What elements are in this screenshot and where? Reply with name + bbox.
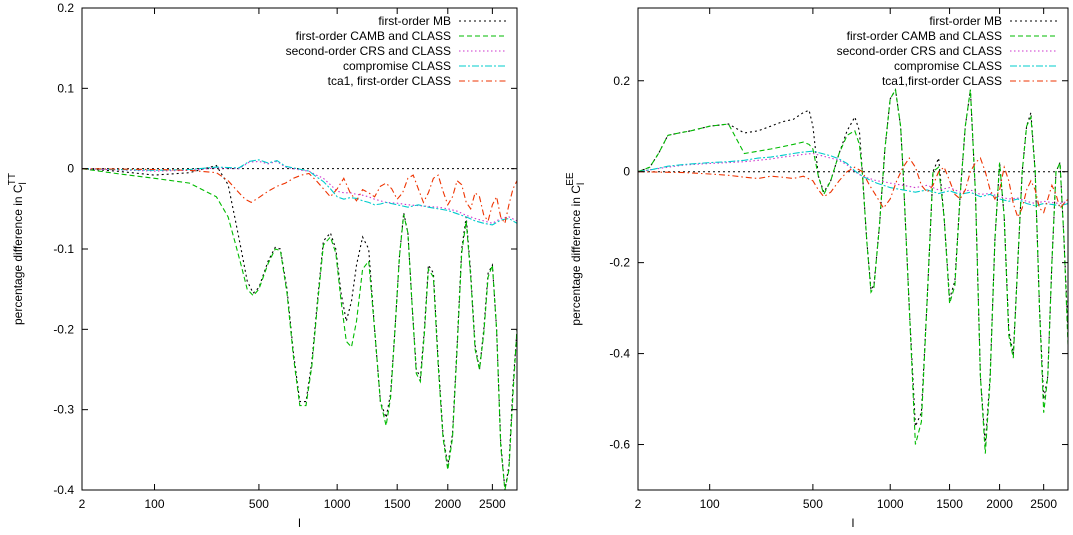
y-axis-label: percentage difference in ClTT xyxy=(7,173,29,325)
legend-label: second-order CRS and CLASS xyxy=(837,44,1002,58)
series-line-2 xyxy=(82,168,517,490)
x-tick-label: 100 xyxy=(145,497,165,511)
y-tick-label: -0.2 xyxy=(53,322,74,336)
chart-panel-1: 0.2 0.1 0 -0.1 -0.2 -0.3 -0.4 2 100 500 1000 1500 20… xyxy=(7,1,518,530)
legend-label: first-order CAMB and CLASS xyxy=(296,29,451,43)
x-axis-label: l xyxy=(298,516,301,530)
legend-label: compromise CLASS xyxy=(343,59,451,73)
legend-label: first-order CAMB and CLASS xyxy=(847,29,1002,43)
chart-panel-2: 0.2 0 -0.2 -0.4 -0.6 2 100 500 1000 1500 2000 2500 l… xyxy=(565,7,1069,530)
series-line-4 xyxy=(82,159,517,226)
x-tick-label: 2000 xyxy=(986,497,1013,511)
series-line-1 xyxy=(82,164,517,490)
x-tick-label: 2 xyxy=(635,497,642,511)
y-tick-label: -0.3 xyxy=(53,403,74,417)
legend-label: second-order CRS and CLASS xyxy=(286,44,451,58)
x-tick-label: 100 xyxy=(700,497,720,511)
y-tick-label: 0.1 xyxy=(57,81,74,95)
plot-frame xyxy=(81,7,518,491)
legend-label: compromise CLASS xyxy=(894,59,1002,73)
y-tick-label: -0.4 xyxy=(609,347,630,361)
y-tick-label: -0.2 xyxy=(609,256,630,270)
legend-label: tca1,first-order CLASS xyxy=(882,74,1002,88)
x-tick-label: 1000 xyxy=(324,497,351,511)
legend-label: tca1, first-order CLASS xyxy=(328,74,451,88)
x-tick-label: 500 xyxy=(249,497,269,511)
series-line-2 xyxy=(638,88,1068,454)
y-axis-label: percentage difference in ClEE xyxy=(565,172,587,325)
series-line-1 xyxy=(638,88,1068,445)
series-line-5 xyxy=(82,168,517,225)
legend-label: first-order MB xyxy=(378,14,451,28)
x-tick-label: 2500 xyxy=(1030,497,1057,511)
legend-label: first-order MB xyxy=(929,14,1002,28)
x-tick-label: 2 xyxy=(79,497,86,511)
x-tick-label: 500 xyxy=(803,497,823,511)
x-tick-label: 1000 xyxy=(877,497,904,511)
plot-frame xyxy=(637,7,1069,491)
x-tick-label: 2000 xyxy=(434,497,461,511)
x-tick-label: 2500 xyxy=(479,497,506,511)
series-line-5 xyxy=(638,157,1068,219)
series-line-4 xyxy=(638,150,1068,207)
series-line-3 xyxy=(638,152,1068,205)
y-tick-label: 0.2 xyxy=(57,1,74,15)
y-tick-label: -0.1 xyxy=(53,242,74,256)
y-tick-label: 0 xyxy=(623,165,630,179)
x-tick-label: 1500 xyxy=(384,497,411,511)
y-tick-label: -0.4 xyxy=(53,483,74,497)
y-tick-label: 0 xyxy=(67,162,74,176)
x-axis-label: l xyxy=(852,516,855,530)
y-tick-label: -0.6 xyxy=(609,438,630,452)
x-tick-label: 1500 xyxy=(936,497,963,511)
y-tick-label: 0.2 xyxy=(613,74,630,88)
